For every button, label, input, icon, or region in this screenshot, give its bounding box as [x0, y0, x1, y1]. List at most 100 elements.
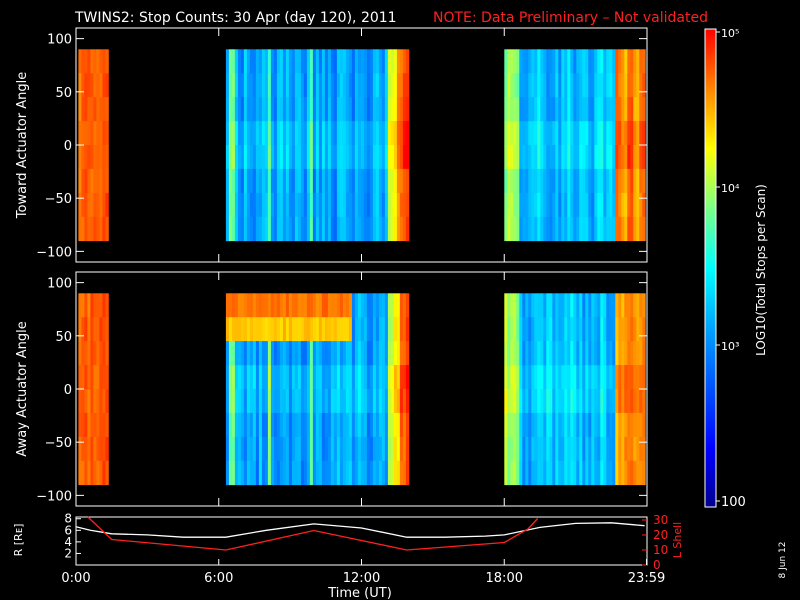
left-tick-label: 8 [64, 512, 72, 526]
heatmap-cell [291, 97, 296, 122]
heatmap-cell [405, 121, 410, 146]
heatmap-cell [99, 216, 103, 242]
heatmap-cell [300, 73, 305, 98]
heatmap-cell [339, 145, 344, 170]
heatmap-cell [234, 192, 239, 218]
heatmap-cell [231, 436, 236, 462]
heatmap-cell [393, 216, 398, 242]
heatmap-cell [579, 412, 583, 438]
heatmap-cell [537, 73, 541, 98]
heatmap-cell [582, 121, 586, 146]
x-tick-label: 6:00 [204, 571, 233, 586]
heatmap-cell [255, 460, 260, 486]
heatmap-cell [621, 436, 625, 462]
heatmap-cell [627, 49, 631, 74]
heatmap-cell [378, 97, 383, 122]
heatmap-cell [243, 168, 248, 194]
heatmap-cell [345, 389, 350, 414]
radius-series-line [75, 522, 645, 538]
heatmap-cell [528, 460, 532, 486]
heatmap-cell [567, 341, 571, 366]
heatmap-cell [339, 49, 344, 74]
heatmap-cell [624, 73, 628, 98]
heatmap-cell [396, 293, 401, 318]
heatmap-cell [102, 121, 106, 146]
heatmap-cell [369, 341, 374, 366]
heatmap-cell [375, 145, 380, 170]
heatmap-cell [531, 97, 535, 122]
heatmap-cell [333, 192, 338, 218]
heatmap-cell [87, 192, 91, 218]
heatmap-cell [270, 73, 275, 98]
heatmap-cell [582, 317, 586, 342]
heatmap-cell [540, 216, 544, 242]
heatmap-cell [342, 317, 347, 342]
heatmap-cell [282, 317, 287, 342]
heatmap-cell [252, 97, 257, 122]
heatmap-cell [369, 168, 374, 194]
heatmap-cell [573, 97, 577, 122]
heatmap-cell [516, 293, 520, 318]
heatmap-cell [387, 412, 392, 438]
heatmap-cell [552, 168, 556, 194]
heatmap-cell [312, 121, 317, 146]
heatmap-cell [306, 460, 311, 486]
heatmap-cell [252, 168, 257, 194]
heatmap-cell [390, 317, 395, 342]
heatmap-cell [555, 216, 559, 242]
heatmap-cell [288, 460, 293, 486]
heatmap-cell [627, 121, 631, 146]
heatmap-cell [351, 192, 356, 218]
heatmap-cell [510, 436, 514, 462]
heatmap-cell [351, 436, 356, 462]
heatmap-cell [327, 145, 332, 170]
heatmap-cell [402, 317, 407, 342]
heatmap-cell [558, 460, 562, 486]
heatmap-cell [528, 97, 532, 122]
heatmap-cell [333, 168, 338, 194]
heatmap-cell [555, 192, 559, 218]
heatmap-cell [567, 412, 571, 438]
heatmap-cell [519, 389, 523, 414]
heatmap-cell [561, 49, 565, 74]
heatmap-cell [570, 97, 574, 122]
heatmap-cell [564, 49, 568, 74]
heatmap-cell [387, 121, 392, 146]
heatmap-cell [78, 460, 82, 486]
heatmap-cell [342, 73, 347, 98]
heatmap-cell [525, 97, 529, 122]
heatmap-cell [258, 341, 263, 366]
heatmap-cell [399, 97, 404, 122]
heatmap-cell [579, 145, 583, 170]
heatmap-cell [285, 73, 290, 98]
heatmap-cell [369, 145, 374, 170]
heatmap-cell [276, 341, 281, 366]
heatmap-cell [294, 192, 299, 218]
heatmap-cell [636, 121, 640, 146]
heatmap-cell [312, 389, 317, 414]
heatmap-cell [81, 317, 85, 342]
heatmap-cell [96, 168, 100, 194]
heatmap-cell [360, 97, 365, 122]
heatmap-cell [99, 49, 103, 74]
heatmap-cell [402, 412, 407, 438]
heatmap-cell [342, 389, 347, 414]
heatmap-cell [522, 365, 526, 390]
heatmap-cell [93, 460, 97, 486]
heatmap-cell [630, 365, 634, 390]
heatmap-cell [513, 168, 517, 194]
heatmap-cell [633, 49, 637, 74]
heatmap-cell [507, 436, 511, 462]
heatmap-cell [567, 216, 571, 242]
heatmap-cell [624, 460, 628, 486]
heatmap-cell [546, 73, 550, 98]
heatmap-cell [249, 341, 254, 366]
heatmap-cell [327, 412, 332, 438]
heatmap-cell [549, 145, 553, 170]
heatmap-cell [537, 436, 541, 462]
heatmap-cell [402, 293, 407, 318]
heatmap-cell [402, 168, 407, 194]
heatmap-cell [228, 97, 233, 122]
heatmap-cell [345, 460, 350, 486]
heatmap-cell [567, 293, 571, 318]
